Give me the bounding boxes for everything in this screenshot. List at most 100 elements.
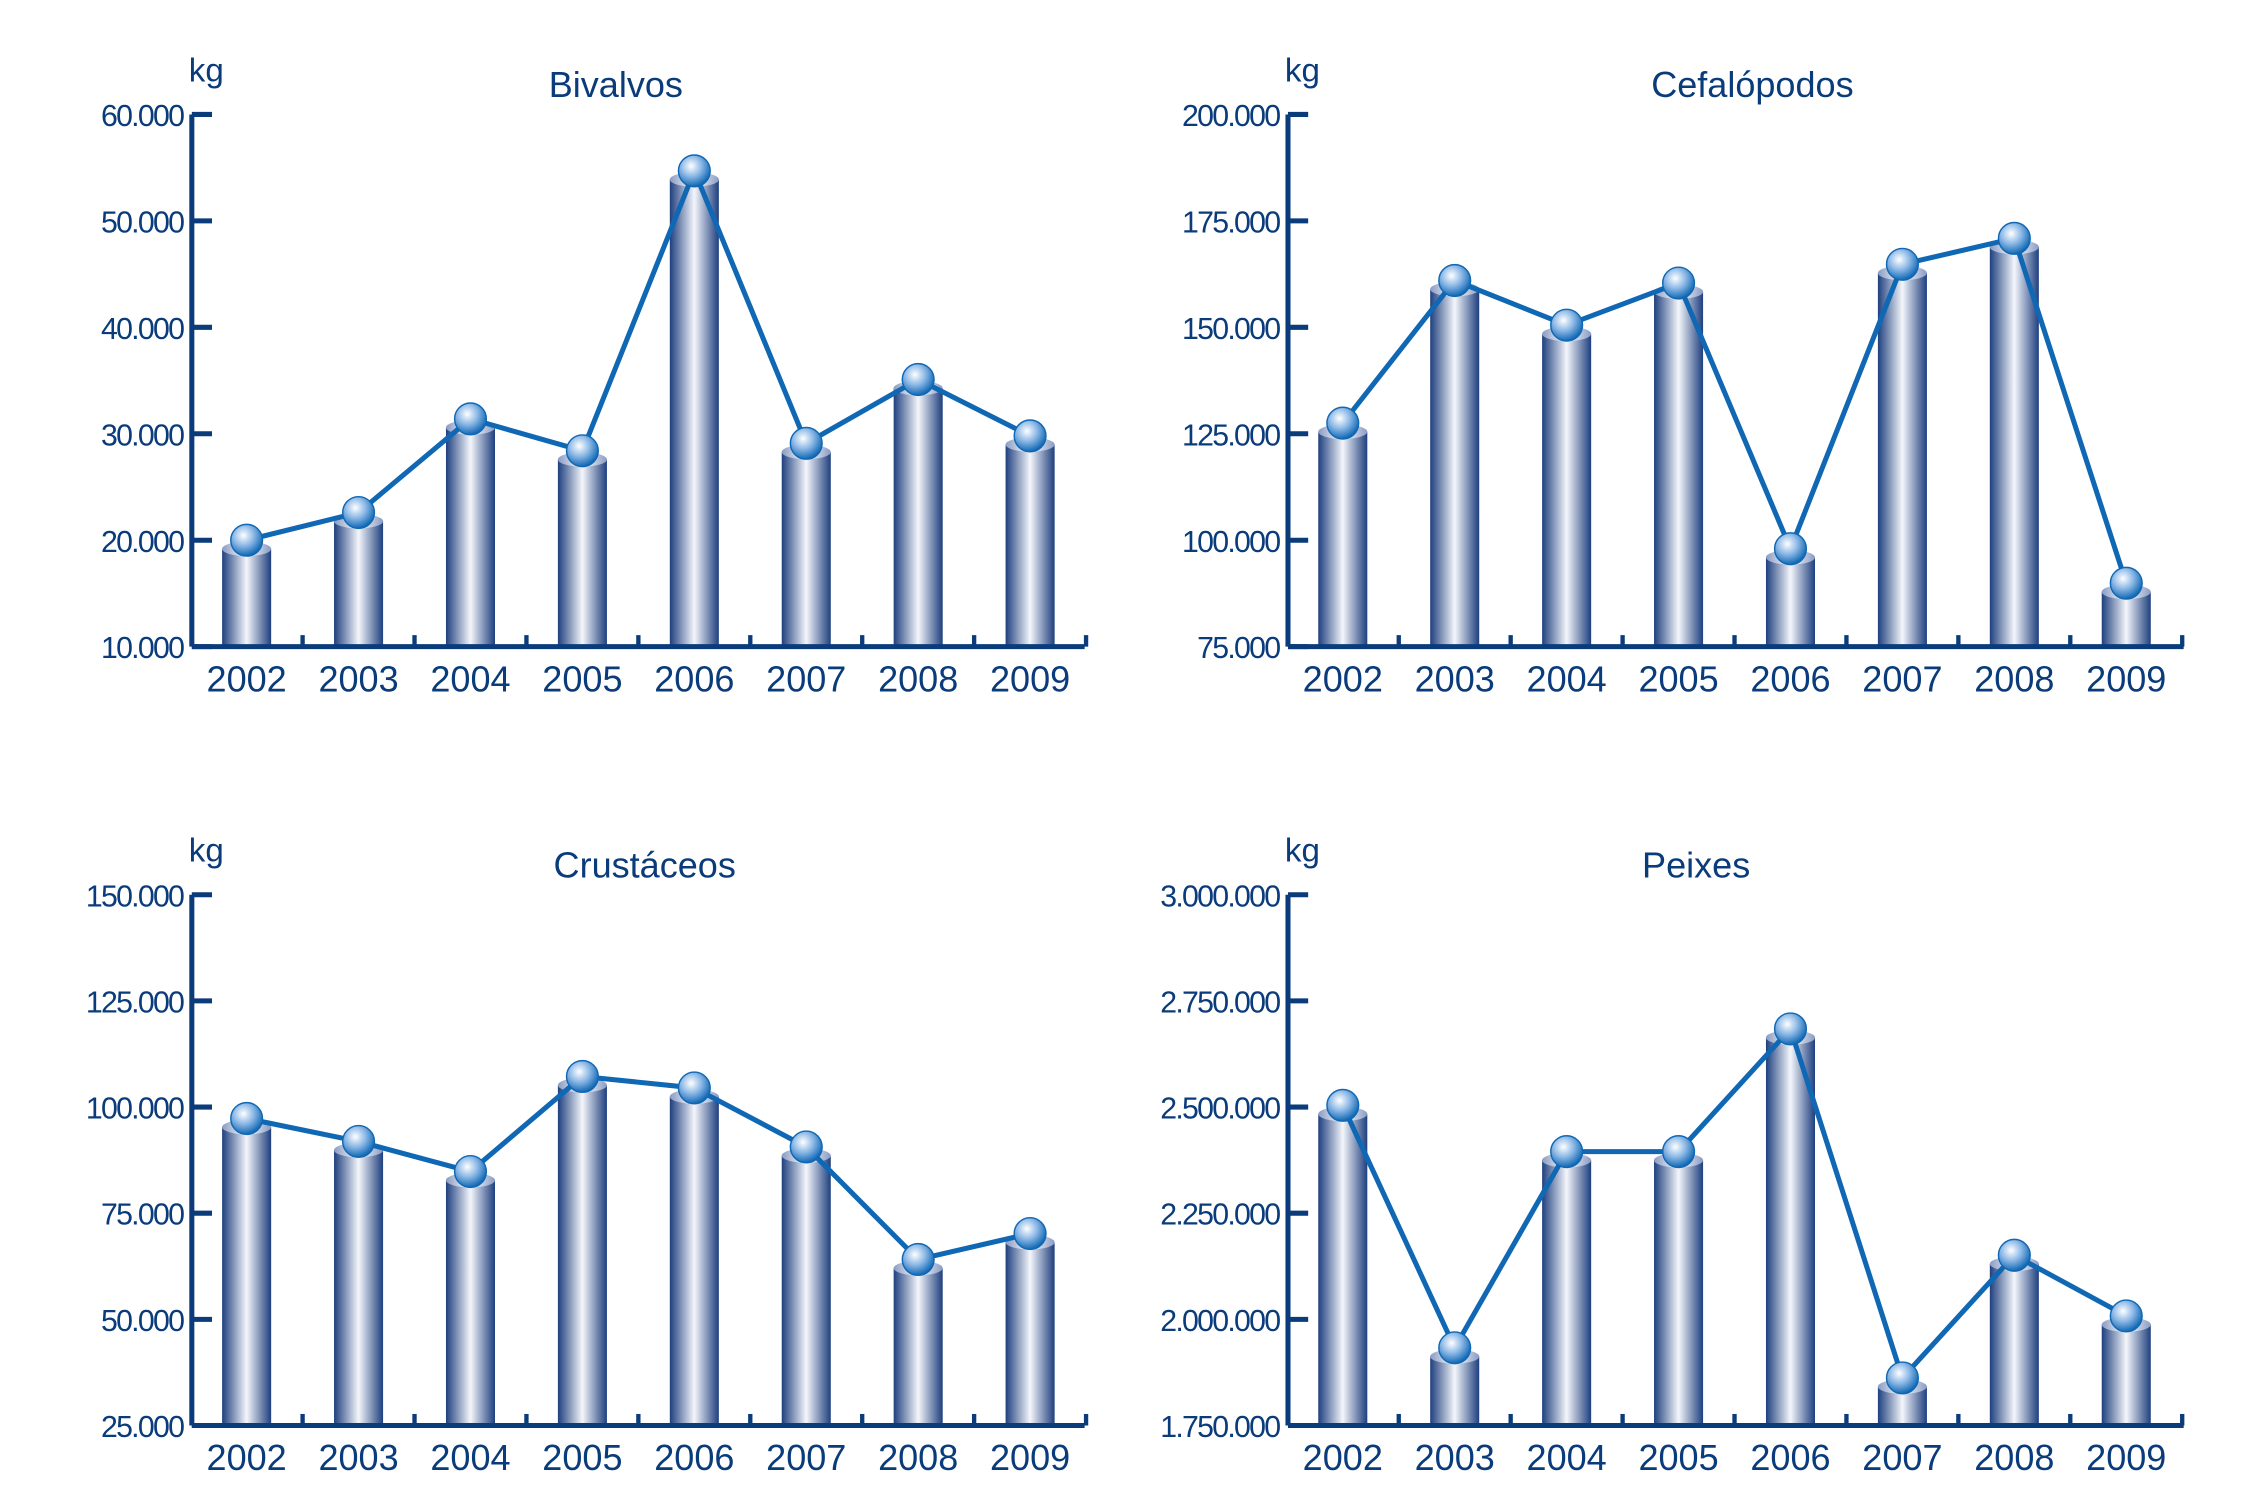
point-2003 [341,1124,376,1159]
bar-2003 [1430,289,1480,647]
point-2006 [677,1071,711,1105]
x-tick-label: 2005 [1638,1437,1718,1478]
y-tick-label: 10.000 [101,632,184,665]
point-2009 [1013,1216,1047,1251]
y-axis-unit: kg [1285,833,1320,870]
point-2005 [1661,1135,1696,1169]
y-axis-unit: kg [189,833,224,870]
point-2007 [789,1130,823,1164]
x-tick-label: 2006 [654,1437,734,1478]
chart-title: Crustáceos [554,844,736,885]
chart-cefalópodos: Cefalópodos kg 75.000 100.000 125.000 150.000… [1182,52,2185,699]
x-tick-label: 2002 [1303,1437,1383,1478]
trend-line [246,1073,1031,1262]
point-2008 [901,362,935,397]
x-tick-label: 2002 [207,658,287,699]
y-tick-label: 30.000 [101,419,184,452]
point-2005 [1661,266,1696,300]
y-axis-unit: kg [1285,52,1320,89]
y-tick-label: 200.000 [1182,100,1280,133]
chart-peixes: Peixes kg 1.750.000 2.000.000 2.250.000 2.500… [1160,833,2185,1478]
bar-2008 [1989,1263,2039,1426]
bar-2009 [1005,1242,1055,1426]
bar-2006 [1765,1037,1815,1426]
point-2003 [1438,1331,1472,1365]
bar-2006 [669,179,719,647]
point-2009 [1013,419,1047,453]
point-2007 [1885,1361,1919,1395]
point-2009 [2109,1299,2143,1333]
y-tick-label: 100.000 [86,1093,184,1126]
point-2005 [565,434,599,468]
x-tick-label: 2005 [542,658,622,699]
y-axis-unit: kg [189,52,224,89]
x-tick-label: 2008 [1974,658,2054,699]
x-tick-label: 2009 [2086,1437,2166,1478]
x-tick-label: 2007 [1862,1437,1942,1478]
x-tick-label: 2005 [542,1437,622,1478]
point-2005 [565,1059,599,1094]
x-tick-label: 2007 [766,658,846,699]
point-2007 [789,426,823,460]
x-tick-label: 2003 [1415,658,1495,699]
y-tick-label: 100.000 [1182,526,1280,559]
point-2003 [1438,263,1472,298]
bar-2007 [1877,272,1927,647]
bar-2005 [557,1085,607,1426]
chart-title: Cefalópodos [1651,64,1853,105]
x-tick-label: 2004 [1527,658,1607,699]
x-tick-label: 2007 [1862,658,1942,699]
point-2004 [1550,308,1584,342]
y-tick-label: 75.000 [1197,632,1280,665]
y-tick-label: 50.000 [101,1305,184,1338]
x-tick-label: 2003 [318,1437,398,1478]
x-tick-label: 2004 [430,658,510,699]
y-tick-label: 1.750.000 [1160,1411,1280,1444]
bar-2005 [1654,1160,1704,1426]
bar-2004 [445,1180,496,1426]
chart-bivalvos: Bivalvos kg 10.000 20.000 30.000 40.000 50.000… [101,52,1089,699]
point-2006 [1773,532,1808,566]
point-2002 [230,523,264,557]
point-2008 [901,1242,935,1277]
point-2004 [1550,1135,1584,1169]
y-tick-label: 150.000 [86,880,184,913]
bar-2003 [334,521,384,647]
y-tick-label: 25.000 [101,1411,184,1444]
point-2004 [453,402,488,436]
x-tick-label: 2008 [878,1437,958,1478]
y-tick-label: 75.000 [101,1199,184,1232]
bar-2008 [893,388,943,647]
x-tick-label: 2008 [1974,1437,2054,1478]
bar-2006 [1765,557,1815,647]
trend-line [1340,235,2129,584]
x-tick-label: 2004 [1527,1437,1607,1478]
point-2008 [1997,1238,2031,1272]
point-2007 [1885,247,1919,281]
y-tick-label: 20.000 [101,526,184,559]
bar-2002 [1318,1113,1368,1426]
y-tick-label: 125.000 [86,986,184,1019]
point-2008 [1997,221,2031,255]
bar-2004 [1542,1160,1592,1426]
point-2002 [230,1101,264,1136]
chart-title: Bivalvos [549,64,683,105]
bar-2005 [1654,291,1704,647]
y-tick-label: 3.000.000 [1160,880,1280,913]
point-2004 [453,1154,488,1189]
point-2009 [2109,566,2143,600]
y-tick-label: 60.000 [101,100,184,133]
bar-2004 [1542,333,1592,647]
x-tick-label: 2008 [878,658,958,699]
x-tick-label: 2007 [766,1437,846,1478]
x-tick-label: 2005 [1638,658,1718,699]
x-tick-label: 2003 [1415,1437,1495,1478]
y-tick-label: 2.750.000 [1160,986,1280,1019]
trend-line [246,168,1032,543]
y-tick-label: 125.000 [1182,419,1280,452]
bar-2008 [1989,246,2039,647]
y-tick-label: 40.000 [101,313,184,346]
y-tick-label: 50.000 [101,206,184,239]
bar-2009 [1005,444,1055,647]
